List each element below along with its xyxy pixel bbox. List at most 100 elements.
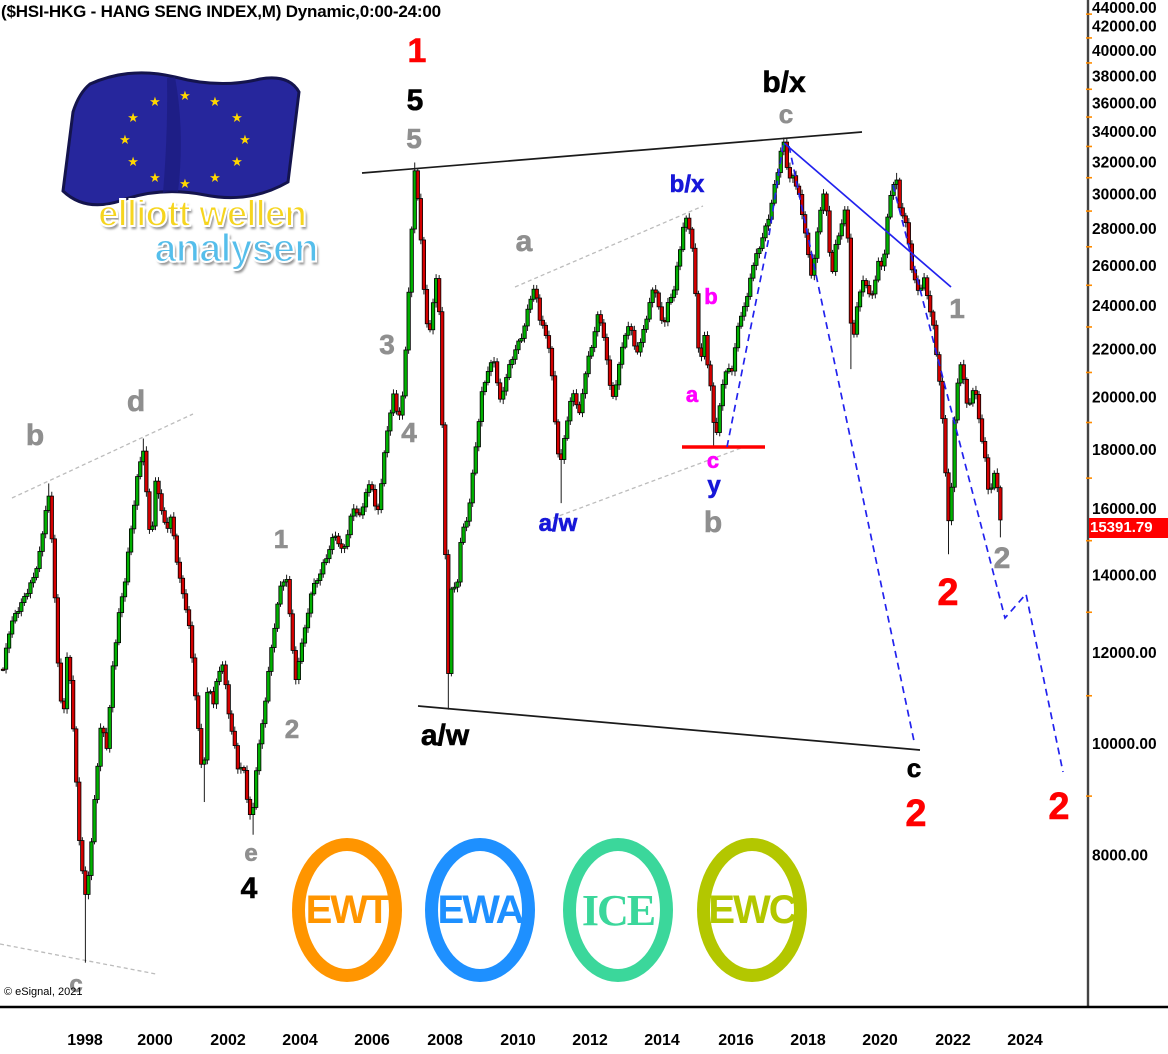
svg-text:24000.00: 24000.00 <box>1092 298 1157 315</box>
svg-text:★: ★ <box>127 154 139 169</box>
wave-label: 2 <box>905 793 927 835</box>
wave-label: e <box>244 840 258 867</box>
svg-text:★: ★ <box>119 132 131 147</box>
wave-label: 1 <box>407 32 427 70</box>
svg-text:★: ★ <box>149 94 161 109</box>
svg-text:40000.00: 40000.00 <box>1092 43 1157 60</box>
copyright-text: © eSignal, 2021 <box>4 986 83 998</box>
svg-text:2024: 2024 <box>1007 1032 1043 1049</box>
wave-label: 2 <box>1048 786 1070 828</box>
wave-label: a/w <box>538 510 578 537</box>
wave-label: b <box>703 506 723 539</box>
wave-label: c <box>906 753 922 783</box>
wave-label: a/w <box>420 719 470 752</box>
blue-dashed-projection-2 <box>892 184 1064 773</box>
svg-text:★: ★ <box>179 88 191 103</box>
svg-text:44000.00: 44000.00 <box>1092 0 1157 17</box>
badge-ewa: EWA <box>425 838 535 982</box>
wave-label: c <box>69 971 83 998</box>
svg-text:20000.00: 20000.00 <box>1092 389 1157 406</box>
svg-text:8000.00: 8000.00 <box>1092 848 1148 865</box>
svg-text:2004: 2004 <box>282 1032 318 1049</box>
elliott-wellen-logo: ★ ★ ★ ★ ★ ★ ★ ★ ★ ★ ★ ★ elliott wellen analysen <box>35 62 325 272</box>
svg-text:2018: 2018 <box>790 1032 826 1049</box>
logo-text-line1: elliott wellen <box>97 192 308 235</box>
wave-label: 4 <box>240 872 258 905</box>
gray-trendlines-layer <box>0 205 745 975</box>
wave-label: 4 <box>401 417 417 448</box>
svg-text:2002: 2002 <box>210 1032 246 1049</box>
svg-text:14000.00: 14000.00 <box>1092 568 1157 585</box>
badge-ice: ICE <box>563 838 673 982</box>
svg-text:34000.00: 34000.00 <box>1092 124 1157 141</box>
badge-ice-label: ICE <box>581 885 656 935</box>
svg-text:★: ★ <box>209 170 221 185</box>
svg-text:32000.00: 32000.00 <box>1092 154 1157 171</box>
svg-text:★: ★ <box>231 154 243 169</box>
badge-ewt: EWT <box>292 838 402 982</box>
svg-text:10000.00: 10000.00 <box>1092 736 1157 753</box>
candles-layer <box>0 137 1003 963</box>
badge-ewt-label: EWT <box>305 887 391 932</box>
wave-label: 5 <box>406 84 424 117</box>
upper-channel <box>361 131 863 174</box>
wave-label: c <box>706 448 720 473</box>
blue-dashed-rally <box>726 144 784 448</box>
gray-abx-line <box>514 205 704 288</box>
trendlines-layer <box>361 131 1064 773</box>
wave-label: 1 <box>949 293 965 324</box>
logo-text-line2: analysen <box>153 226 319 272</box>
svg-text:26000.00: 26000.00 <box>1092 258 1157 275</box>
svg-text:2016: 2016 <box>718 1032 754 1049</box>
svg-text:36000.00: 36000.00 <box>1092 95 1157 112</box>
badge-ewc-label: EWC <box>708 887 797 932</box>
svg-text:18000.00: 18000.00 <box>1092 442 1157 459</box>
lower-channel <box>417 705 921 751</box>
svg-text:★: ★ <box>179 176 191 191</box>
svg-text:30000.00: 30000.00 <box>1092 187 1157 204</box>
svg-text:2014: 2014 <box>644 1032 680 1049</box>
wave-label: c <box>778 99 794 129</box>
wave-label: y <box>707 472 721 499</box>
wave-label: b <box>25 419 45 452</box>
wave-label: a <box>515 225 533 258</box>
svg-text:22000.00: 22000.00 <box>1092 342 1157 359</box>
svg-text:28000.00: 28000.00 <box>1092 221 1157 238</box>
wave-label: 2 <box>937 572 959 614</box>
gray-bd-line <box>11 413 194 499</box>
svg-text:38000.00: 38000.00 <box>1092 68 1157 85</box>
svg-text:12000.00: 12000.00 <box>1092 645 1157 662</box>
svg-text:2006: 2006 <box>354 1032 390 1049</box>
svg-text:2008: 2008 <box>427 1032 463 1049</box>
gray-awb-line <box>539 446 745 524</box>
svg-text:2010: 2010 <box>500 1032 536 1049</box>
wave-label: d <box>126 385 146 418</box>
wave-label: 2 <box>993 542 1011 575</box>
badge-ewa-label: EWA <box>437 887 524 932</box>
wave-label: 3 <box>379 329 395 360</box>
gray-bottom-line <box>0 943 157 975</box>
axes-layer <box>0 0 1168 1009</box>
wave-label: 2 <box>284 714 300 744</box>
svg-text:16000.00: 16000.00 <box>1092 501 1157 518</box>
svg-text:★: ★ <box>209 94 221 109</box>
svg-text:1998: 1998 <box>67 1032 103 1049</box>
wave-label: 5 <box>406 123 422 154</box>
chart-title: ($HSI-HKG - HANG SENG INDEX,M) Dynamic,0… <box>1 2 441 21</box>
wave-label: a <box>685 382 699 407</box>
badge-ewc: EWC <box>697 838 807 982</box>
svg-text:2020: 2020 <box>862 1032 898 1049</box>
svg-text:★: ★ <box>127 110 139 125</box>
svg-text:★: ★ <box>231 110 243 125</box>
x-axis-labels: 1998 2000 2002 2004 2006 2008 2010 2012 2014 2016… <box>67 1032 1043 1049</box>
wave-label: b <box>704 284 718 309</box>
svg-text:2000: 2000 <box>137 1032 173 1049</box>
svg-text:2012: 2012 <box>572 1032 608 1049</box>
eu-flag-graphic: ★ ★ ★ ★ ★ ★ ★ ★ ★ ★ ★ ★ <box>61 71 301 207</box>
blue-dashed-projection-1 <box>788 145 915 742</box>
blue-solid-projection <box>783 142 952 288</box>
svg-text:2022: 2022 <box>935 1032 971 1049</box>
